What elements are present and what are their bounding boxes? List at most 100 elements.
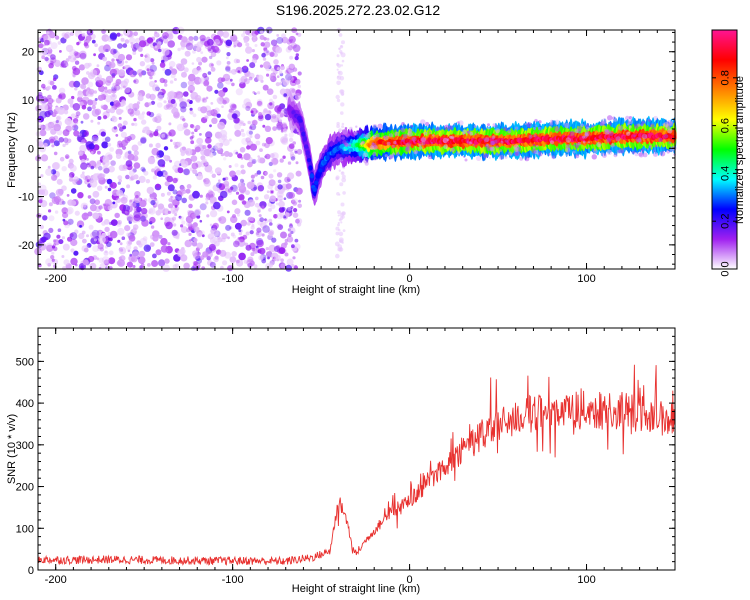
speckle-point	[81, 212, 89, 220]
speckle-point	[212, 239, 216, 243]
speckle-point	[268, 173, 274, 179]
speckle-point	[121, 236, 126, 240]
snr-y-label: SNR (10 * v/v)	[6, 414, 18, 484]
speckle-point	[206, 85, 213, 92]
speckle-point	[87, 195, 92, 199]
speckle-point	[100, 131, 106, 137]
ridge-mark	[301, 131, 306, 137]
speckle-point	[245, 101, 253, 109]
speckle-point	[224, 77, 232, 85]
speckle-point	[208, 191, 215, 198]
speckle-point	[72, 74, 76, 78]
ridge-halo-point	[401, 138, 405, 142]
speckle-point	[140, 166, 146, 172]
speckle-point	[285, 183, 292, 190]
colorbar-tick-label: 0.8	[720, 70, 732, 85]
speckle-point	[133, 117, 137, 122]
speckle-point	[39, 129, 47, 137]
speckle-point	[203, 80, 210, 87]
speckle-point	[103, 259, 110, 266]
y-tick-label: 300	[16, 440, 34, 452]
speckle-point	[107, 187, 112, 192]
speckle-point	[86, 179, 90, 183]
spectrogram-x-label: Height of straight line (km)	[292, 284, 420, 296]
ridge-mark	[325, 155, 330, 161]
speckle-point	[277, 224, 284, 231]
ridge-halo-point	[377, 123, 383, 129]
speckle-point	[89, 262, 97, 270]
ridge-halo-point	[372, 151, 377, 157]
speckle-point	[255, 237, 264, 246]
ridge-halo-point	[410, 124, 414, 128]
ridge-halo-point	[519, 157, 524, 161]
speckle-point	[122, 120, 128, 126]
speckle-point	[161, 133, 166, 138]
ridge-halo-point	[491, 135, 495, 139]
speckle-point	[160, 192, 165, 197]
speckle-point	[66, 208, 73, 215]
ridge-halo-point	[420, 119, 426, 125]
speckle-point	[55, 35, 60, 40]
speckle-point	[56, 115, 62, 121]
speckle-point	[217, 77, 224, 84]
ridge-halo-point	[534, 124, 538, 127]
speckle-point	[117, 259, 125, 267]
speckle-point	[130, 42, 134, 45]
ridge-halo-point	[565, 154, 569, 157]
speckle-point	[249, 216, 254, 222]
speckle-point	[251, 158, 257, 164]
speckle-point	[65, 63, 69, 67]
speckle-point	[153, 205, 156, 209]
speckle-point	[279, 113, 284, 118]
ridge-halo-point	[580, 123, 584, 128]
speckle-point	[234, 208, 241, 215]
ridge-halo-point	[585, 124, 589, 128]
speckle-point	[174, 144, 179, 149]
speckle-point	[83, 42, 89, 47]
speckle-point	[150, 58, 155, 63]
speckle-point	[279, 212, 285, 218]
speckle-point	[149, 216, 156, 224]
speckle-point	[109, 230, 118, 239]
speckle-point	[196, 242, 203, 250]
speckle-point	[68, 55, 77, 63]
speckle-point	[162, 67, 166, 71]
speckle-point	[157, 203, 164, 210]
ridge-halo-point	[474, 133, 477, 136]
speckle-point	[252, 33, 257, 39]
speckle-point	[129, 199, 137, 207]
speckle-point	[294, 238, 299, 243]
ridge-halo-point	[537, 151, 543, 157]
speckle-point	[335, 231, 340, 236]
speckle-point	[180, 254, 188, 262]
speckle-point	[106, 178, 113, 185]
speckle-point	[135, 180, 140, 185]
ridge-halo-point	[457, 121, 460, 124]
speckle-point	[108, 61, 116, 69]
ridge-halo-point	[535, 144, 539, 148]
speckle-point	[205, 201, 209, 205]
speckle-point	[191, 96, 195, 100]
speckle-point	[155, 142, 161, 149]
speckle-point	[38, 195, 43, 200]
speckle-point	[68, 80, 76, 88]
y-tick-label: 10	[22, 95, 34, 107]
speckle-point	[68, 158, 74, 164]
speckle-point	[237, 70, 241, 73]
speckle-point	[268, 208, 272, 212]
speckle-point	[165, 102, 173, 110]
ridge-halo-point	[667, 128, 673, 134]
speckle-point	[288, 137, 294, 143]
ridge-halo-point	[490, 140, 496, 146]
speckle-point	[127, 108, 134, 115]
speckle-point	[86, 162, 90, 166]
speckle-point	[57, 41, 62, 45]
speckle-point	[63, 110, 69, 115]
speckle-point	[256, 227, 262, 233]
speckle-point	[90, 151, 94, 155]
speckle-point	[132, 51, 137, 55]
speckle-point	[338, 70, 343, 76]
speckle-point	[163, 154, 168, 160]
speckle-point	[158, 48, 162, 53]
ridge-halo-point	[419, 146, 423, 150]
